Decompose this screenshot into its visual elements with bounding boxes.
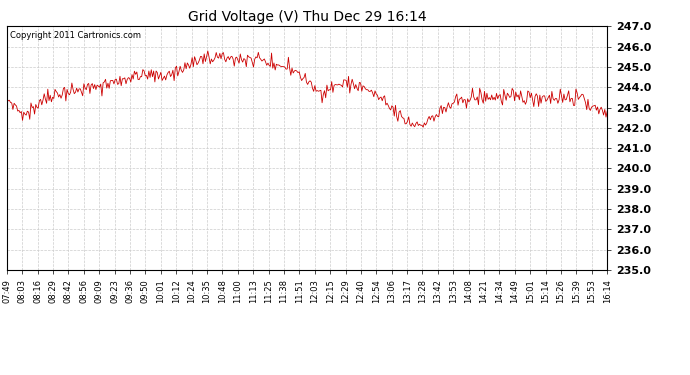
Title: Grid Voltage (V) Thu Dec 29 16:14: Grid Voltage (V) Thu Dec 29 16:14 (188, 10, 426, 24)
Text: Copyright 2011 Cartronics.com: Copyright 2011 Cartronics.com (10, 31, 141, 40)
